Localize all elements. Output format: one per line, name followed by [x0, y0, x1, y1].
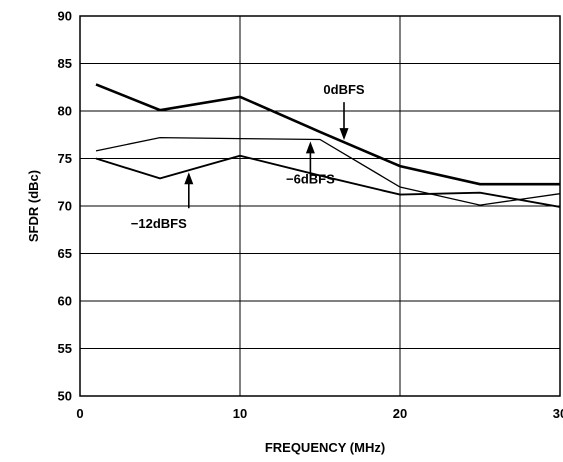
x-tick-label: 0 [76, 406, 83, 421]
x-tick-label: 30 [553, 406, 563, 421]
grid [80, 16, 560, 396]
series-line-0 [95, 83, 560, 186]
y-tick-label: 50 [58, 389, 72, 404]
series-line-1 [95, 136, 561, 206]
y-tick-label: 75 [58, 151, 72, 166]
x-tick-label: 20 [393, 406, 407, 421]
annotation-2: −12dBFS [131, 172, 194, 231]
y-tick-label: 55 [58, 341, 72, 356]
y-tick-label: 60 [58, 294, 72, 309]
annotation-arrow-head [184, 172, 194, 185]
y-tick-label: 80 [58, 104, 72, 119]
y-tick-label: 70 [58, 199, 72, 214]
x-axis-title: FREQUENCY (MHz) [265, 440, 385, 455]
annotation-arrow-head [305, 141, 315, 154]
annotations: 0dBFS −6dBFS −12dBFS [131, 82, 365, 231]
y-tick-label: 85 [58, 56, 72, 71]
x-tick-label: 10 [233, 406, 247, 421]
annotation-1: −6dBFS [286, 141, 335, 186]
series-line-2 [95, 154, 561, 208]
series-lines [95, 83, 561, 208]
y-tick-label: 65 [58, 246, 72, 261]
annotation-label: −6dBFS [286, 171, 335, 186]
y-axis-title: SFDR (dBc) [26, 170, 41, 242]
plot-frame [79, 15, 561, 397]
tick-labels: 50 55 60 65 70 75 80 85 90 0 10 20 30 [58, 9, 563, 422]
annotation-0: 0dBFS [323, 82, 365, 141]
y-tick-label: 90 [58, 9, 72, 24]
annotation-arrow-head [339, 128, 349, 141]
annotation-label: −12dBFS [131, 216, 187, 231]
annotation-label: 0dBFS [323, 82, 365, 97]
